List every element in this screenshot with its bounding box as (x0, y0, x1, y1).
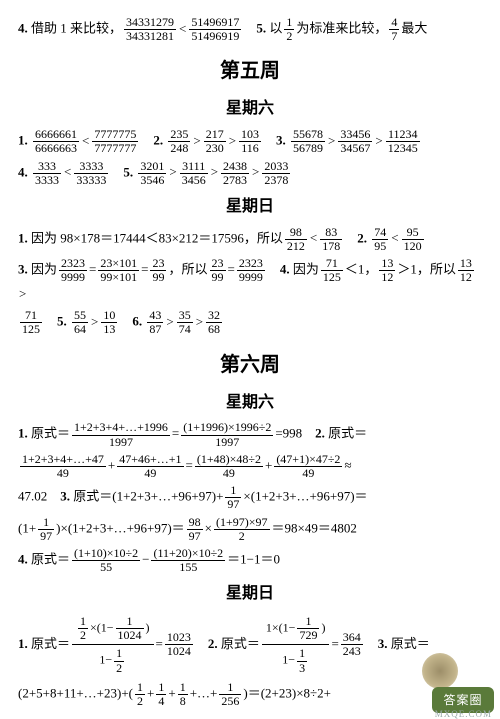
w5sun-l3: 71125 5. 5564>1013 6. 4387>3574>3268 (18, 309, 482, 336)
w6sun-l2: (2+5+8+11+…+23)+(12+14+18+…+1256)＝(2+23)… (18, 681, 482, 708)
watermark-site: MXQE.COM (435, 709, 492, 719)
i5-f2: 47 (388, 16, 400, 43)
w6sat-l5: 4. 原式＝(1+10)×10÷255−(11+20)×10÷2155＝1−1＝… (18, 547, 482, 574)
week6-sat: 星期六 (18, 389, 482, 418)
page: 4. 借助 1 来比较，3433127934331281<51496917514… (0, 0, 500, 708)
w5sat-l2: 4. 3333333<333333333 5. 32013546>3111345… (18, 160, 482, 187)
week6-title: 第六周 (18, 347, 482, 383)
i5-f1: 12 (283, 16, 295, 43)
i4-a: 借助 1 来比较， (31, 21, 122, 36)
w6sat-l4: (1+197)×(1+2+3+…+96+97)＝9897×(1+97)×972＝… (18, 516, 482, 543)
w6sun-l1: 1. 原式＝ 12×(1−11024) 1−12 =10231024 2. 原式… (18, 613, 482, 677)
w6sat-l1: 1. 原式＝1+2+3+4+…+19961997=(1+1996)×1996÷2… (18, 421, 482, 448)
week6-sun: 星期日 (18, 580, 482, 609)
i4-label: 4. (18, 21, 28, 36)
w5sun-l2: 3. 因为23239999=23×10199×101=2399，所以2399=2… (18, 257, 482, 305)
i5-label: 5. (256, 21, 266, 36)
i4-f1: 3433127934331281 (123, 16, 177, 43)
w6sat-l2: 1+2+3+4+…+4749+47+46+…+149=(1+48)×48÷249… (18, 453, 482, 480)
week5-sun: 星期日 (18, 193, 482, 222)
w5sun-l1: 1. 因为 98×178＝17444＜83×212＝17596，所以98212<… (18, 226, 482, 253)
w6sat-l3: 47.02 3. 原式＝(1+2+3+…+96+97)+197×(1+2+3+…… (18, 484, 482, 511)
w5sat-l1: 1. 66666616666663<77777757777777 2. 2352… (18, 128, 482, 155)
week5-title: 第五周 (18, 53, 482, 89)
week5-sat: 星期六 (18, 95, 482, 124)
i4-f2: 5149691751496919 (188, 16, 242, 43)
page-corner-badge (422, 653, 458, 689)
top-line: 4. 借助 1 来比较，3433127934331281<51496917514… (18, 16, 482, 43)
watermark-text: 答案圈 (443, 693, 482, 707)
